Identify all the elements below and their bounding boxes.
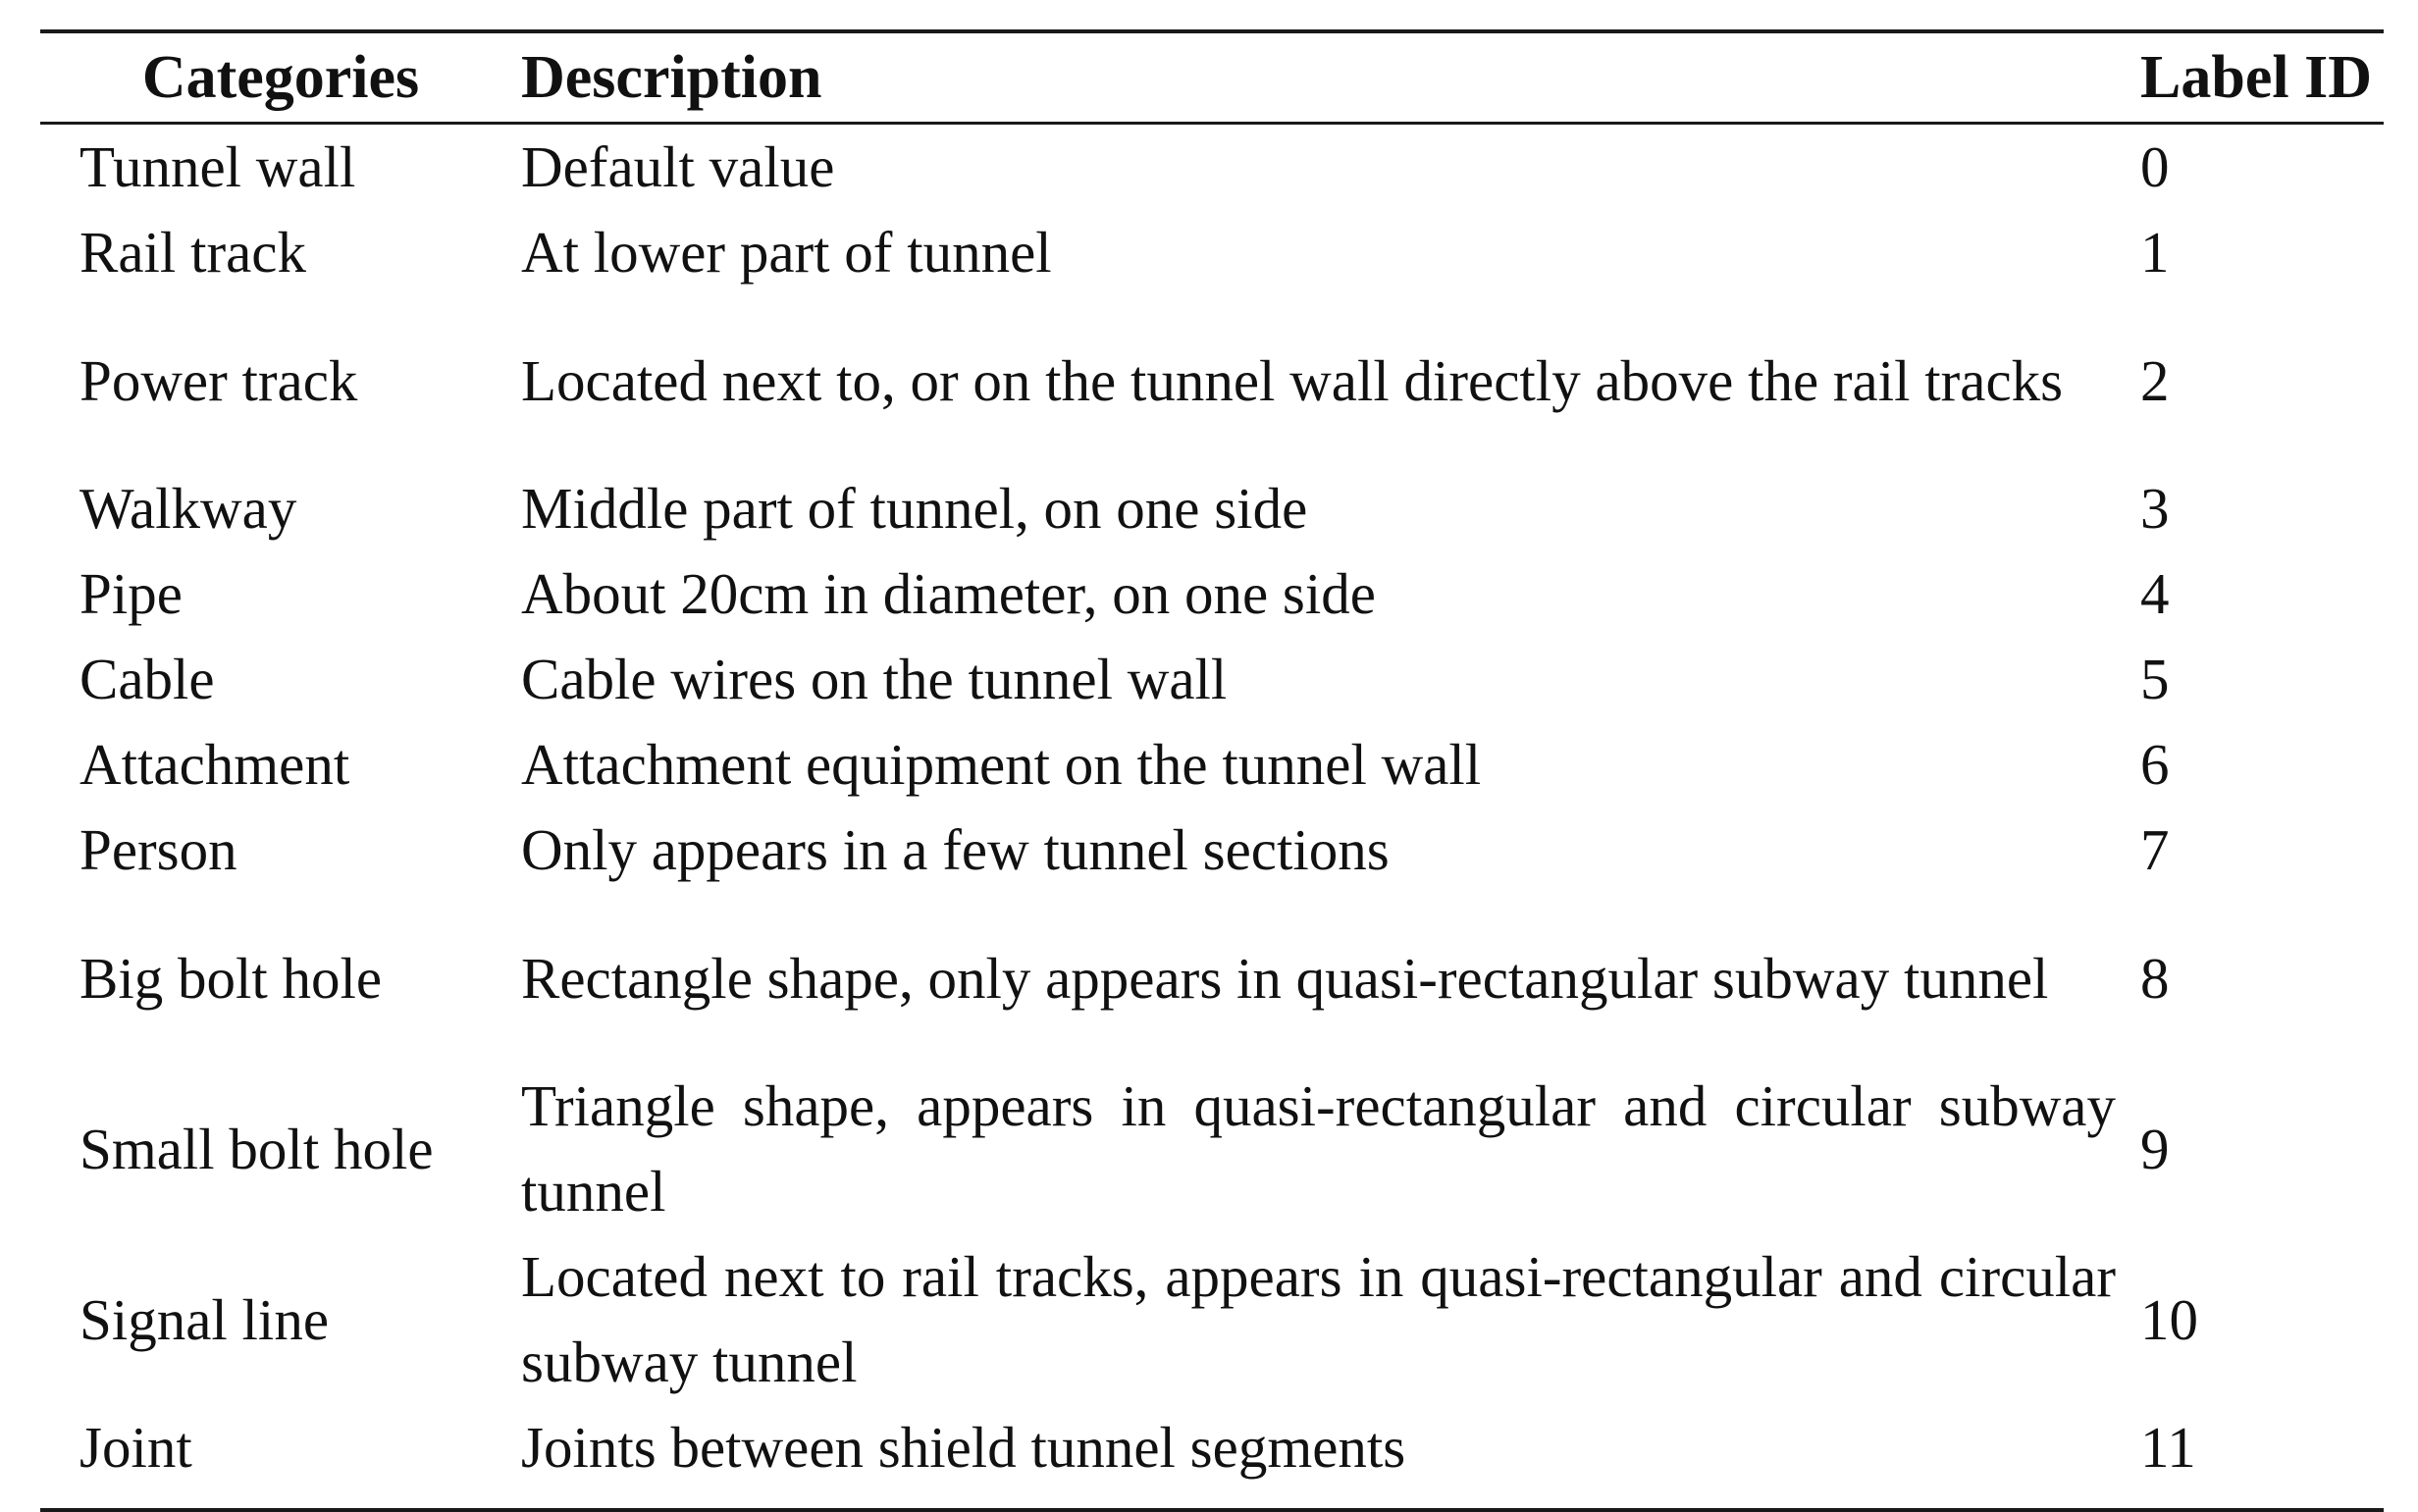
label-id-cell: 7 [2140,817,2170,882]
category-cell: Joint [79,1415,192,1480]
label-id-cell: 8 [2140,945,2170,1011]
table-header-row: Categories Description Label ID [40,33,2384,122]
table-row: Walkway Middle part of tunnel, on one si… [40,466,2384,551]
header-label-id: Label ID [2140,43,2372,111]
description-cell: At lower part of tunnel [521,220,1052,285]
table-row: Power track Located next to, or on the t… [40,295,2384,466]
header-description: Description [521,43,822,111]
top-rule [40,29,2384,33]
description-cell: Middle part of tunnel, on one side [521,476,1308,541]
category-cell: Signal line [79,1286,330,1352]
category-cell: Power track [79,347,358,413]
label-id-cell: 3 [2140,476,2170,541]
table-body: Tunnel wall Default value 0 Rail track A… [40,125,2384,1508]
description-cell: Rectangle shape, only appears in quasi-r… [521,945,2049,1011]
description-cell: Joints between shield tunnel segments [521,1415,1406,1480]
table-row: Signal line Located next to rail tracks,… [40,1234,2384,1405]
header-categories: Categories [141,43,420,111]
description-cell: Attachment equipment on the tunnel wall [521,732,1482,797]
category-cell: Tunnel wall [79,134,356,199]
category-cell: Person [79,817,237,882]
table-row: Pipe About 20cm in diameter, on one side… [40,551,2384,637]
category-cell: Cable [79,647,215,711]
description-cell: Cable wires on the tunnel wall [521,647,1228,711]
category-cell: Big bolt hole [79,945,383,1011]
label-id-cell: 5 [2140,647,2170,711]
label-id-cell: 11 [2140,1415,2196,1480]
description-cell: About 20cm in diameter, on one side [521,561,1376,626]
description-cell: Default value [521,134,835,199]
description-cell: Located next to, or on the tunnel wall d… [521,347,2064,413]
table-row: Cable Cable wires on the tunnel wall 5 [40,637,2384,722]
label-id-cell: 10 [2140,1286,2198,1352]
label-id-cell: 6 [2140,732,2170,797]
label-id-cell: 2 [2140,347,2170,413]
table-row: Big bolt hole Rectangle shape, only appe… [40,893,2384,1064]
table-row: Small bolt hole Triangle shape, appears … [40,1064,2384,1234]
label-id-cell: 4 [2140,561,2170,626]
category-cell: Small bolt hole [79,1116,434,1181]
label-id-cell: 9 [2140,1116,2170,1181]
bottom-rule [40,1508,2384,1512]
description-cell: Located next to rail tracks, appears in … [521,1244,2116,1394]
table-row: Person Only appears in a few tunnel sect… [40,808,2384,893]
table-row: Tunnel wall Default value 0 [40,125,2384,210]
category-cell: Attachment [79,732,350,797]
label-id-cell: 1 [2140,220,2170,285]
table-row: Joint Joints between shield tunnel segme… [40,1405,2384,1490]
description-cell: Only appears in a few tunnel sections [521,817,1390,882]
header-rule [40,122,2384,125]
category-cell: Pipe [79,561,183,626]
description-cell: Triangle shape, appears in quasi-rectang… [521,1073,2116,1224]
data-table: Categories Description Label ID Tunnel w… [40,29,2384,1512]
table-row: Attachment Attachment equipment on the t… [40,722,2384,808]
table-row: Rail track At lower part of tunnel 1 [40,210,2384,295]
category-cell: Walkway [79,476,297,541]
category-cell: Rail track [79,220,306,285]
label-id-cell: 0 [2140,134,2170,199]
